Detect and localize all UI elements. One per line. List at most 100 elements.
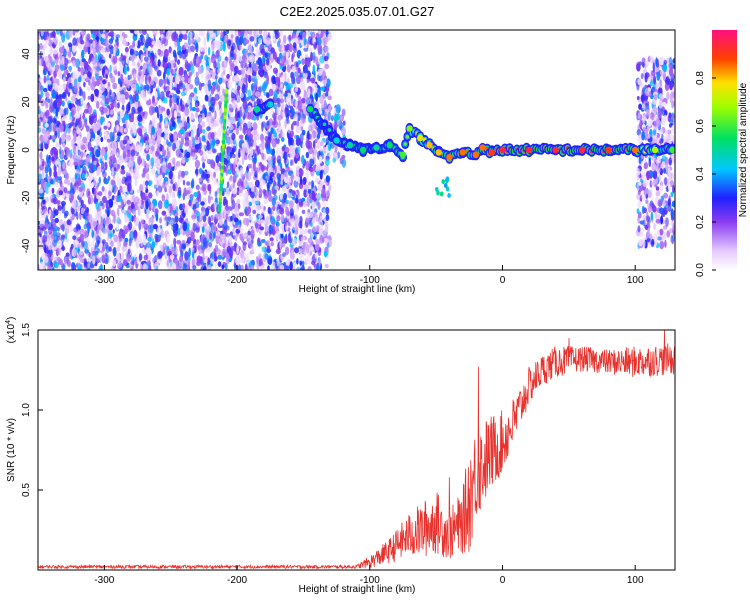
heatmap-cell-0 [184, 107, 190, 116]
heatmap-cell-0 [73, 161, 78, 166]
heatmap-cell-0 [150, 157, 155, 167]
heatmap-cell-0 [271, 197, 276, 207]
heatmap-cell-0 [41, 118, 47, 124]
heatmap-cell-0 [95, 89, 99, 97]
heatmap-cell-0 [104, 208, 110, 213]
heatmap-cell-0 [108, 53, 112, 59]
heatmap-cell-0 [53, 170, 58, 178]
heatmap-cell-0 [53, 49, 58, 55]
heatmap-cell-0 [64, 40, 68, 45]
heatmap-cell-0 [44, 143, 49, 150]
heatmap-cell-0 [41, 160, 45, 167]
heatmap-cell-0 [163, 85, 167, 91]
heatmap-cell-0 [236, 244, 239, 254]
heatmap-cell-0 [132, 210, 137, 216]
heatmap-cell-0 [303, 47, 309, 52]
heatmap-cell-0 [315, 32, 320, 39]
heatmap-cell-0 [166, 67, 170, 76]
heatmap-cell-0 [247, 241, 253, 248]
heatmap-cell-0 [248, 54, 254, 63]
heatmap-cell-0 [140, 218, 144, 225]
heatmap-cell-0 [162, 62, 168, 69]
heatmap-cell-0 [250, 229, 255, 240]
heatmap-cell-0 [77, 135, 82, 146]
heatmap-cell-0 [81, 49, 85, 60]
heatmap-cell-0 [235, 31, 239, 37]
heatmap-cell-0 [181, 45, 186, 51]
heatmap-cell-0 [118, 218, 122, 225]
heatmap-cell-0 [259, 229, 262, 236]
heatmap-cell-0 [302, 105, 307, 115]
heatmap-cell-0 [80, 233, 85, 241]
heatmap-cell-0 [283, 81, 288, 86]
heatmap-cell-0 [213, 230, 216, 239]
heatmap-cell-0 [103, 217, 106, 228]
heatmap-cell-0 [299, 168, 304, 177]
heatmap-cell-0 [80, 207, 85, 215]
heatmap-cell-0 [314, 252, 319, 259]
heatmap-cell-0 [175, 246, 178, 255]
heatmap-cell-0 [249, 46, 253, 54]
heatmap-cell-0 [248, 151, 251, 160]
heatmap-cell-0 [237, 117, 242, 122]
heatmap-cell-0 [96, 130, 101, 136]
heatmap-cell-0 [38, 58, 43, 67]
heatmap-cell-0 [220, 31, 224, 38]
heatmap-cell-0 [127, 74, 131, 81]
heatmap-cell-0 [66, 134, 72, 141]
heatmap-cell-0 [252, 128, 258, 136]
heatmap-cell-0 [113, 46, 116, 57]
heatmap-cell-0 [95, 73, 99, 81]
heatmap-cell-0 [133, 173, 138, 179]
heatmap-cell-0 [77, 76, 82, 83]
heatmap-cell-0 [71, 109, 74, 118]
heatmap-cell-0 [72, 235, 77, 240]
heatmap-cell-0 [257, 145, 260, 155]
heatmap-cell-0 [254, 179, 260, 188]
heatmap-cell-0 [195, 184, 200, 191]
heatmap-cell-0 [272, 51, 277, 60]
heatmap-cell-0 [184, 251, 189, 261]
heatmap-cell-0 [266, 181, 271, 189]
heatmap-cell-0 [295, 124, 301, 134]
heatmap-cell-0 [206, 226, 212, 233]
heatmap-cell-0 [208, 100, 212, 107]
heatmap-cell-0 [237, 85, 241, 91]
heatmap-cell-0 [209, 170, 212, 175]
heatmap-cell-0 [293, 179, 299, 188]
heatmap-cell-0 [172, 183, 176, 191]
heatmap-cell-0 [69, 116, 73, 122]
heatmap-cell-0 [77, 262, 81, 270]
heatmap-cell-0 [282, 103, 285, 112]
heatmap-cell-0 [83, 60, 89, 70]
heatmap-cell-0 [176, 239, 182, 245]
heatmap-cell-0 [178, 209, 182, 216]
heatmap-cell-0 [62, 161, 66, 170]
heatmap-cell-0 [297, 60, 302, 65]
heatmap-cell-0 [137, 128, 143, 137]
heatmap-cell-0 [57, 239, 63, 249]
heatmap-cell-0 [88, 252, 91, 258]
heatmap-cell-0 [110, 75, 116, 84]
heatmap-cell-0 [112, 259, 116, 268]
heatmap-cell-0 [67, 65, 73, 71]
heatmap-cell-0 [295, 175, 299, 182]
heatmap-cell-0 [126, 199, 132, 205]
heatmap-cell-0 [282, 242, 286, 248]
heatmap-cell-0 [63, 57, 69, 66]
heatmap-cell-0 [213, 177, 218, 184]
heatmap-cell-0 [116, 254, 119, 261]
heatmap-cell-0 [320, 86, 325, 91]
heatmap-cell-0 [137, 106, 143, 113]
heatmap-cell-0 [108, 141, 114, 151]
heatmap-cell-0 [300, 201, 304, 207]
heatmap-cell-0 [285, 189, 289, 195]
heatmap-cell-0 [310, 246, 314, 252]
heatmap-cell-0 [254, 200, 260, 205]
heatmap-cell-0 [325, 175, 330, 183]
heatmap-cell-0 [322, 229, 327, 237]
heatmap-cell-0 [232, 178, 235, 189]
heatmap-cell-0 [322, 247, 325, 254]
heatmap-cell-0 [41, 128, 46, 135]
heatmap-cell-0 [297, 100, 303, 111]
